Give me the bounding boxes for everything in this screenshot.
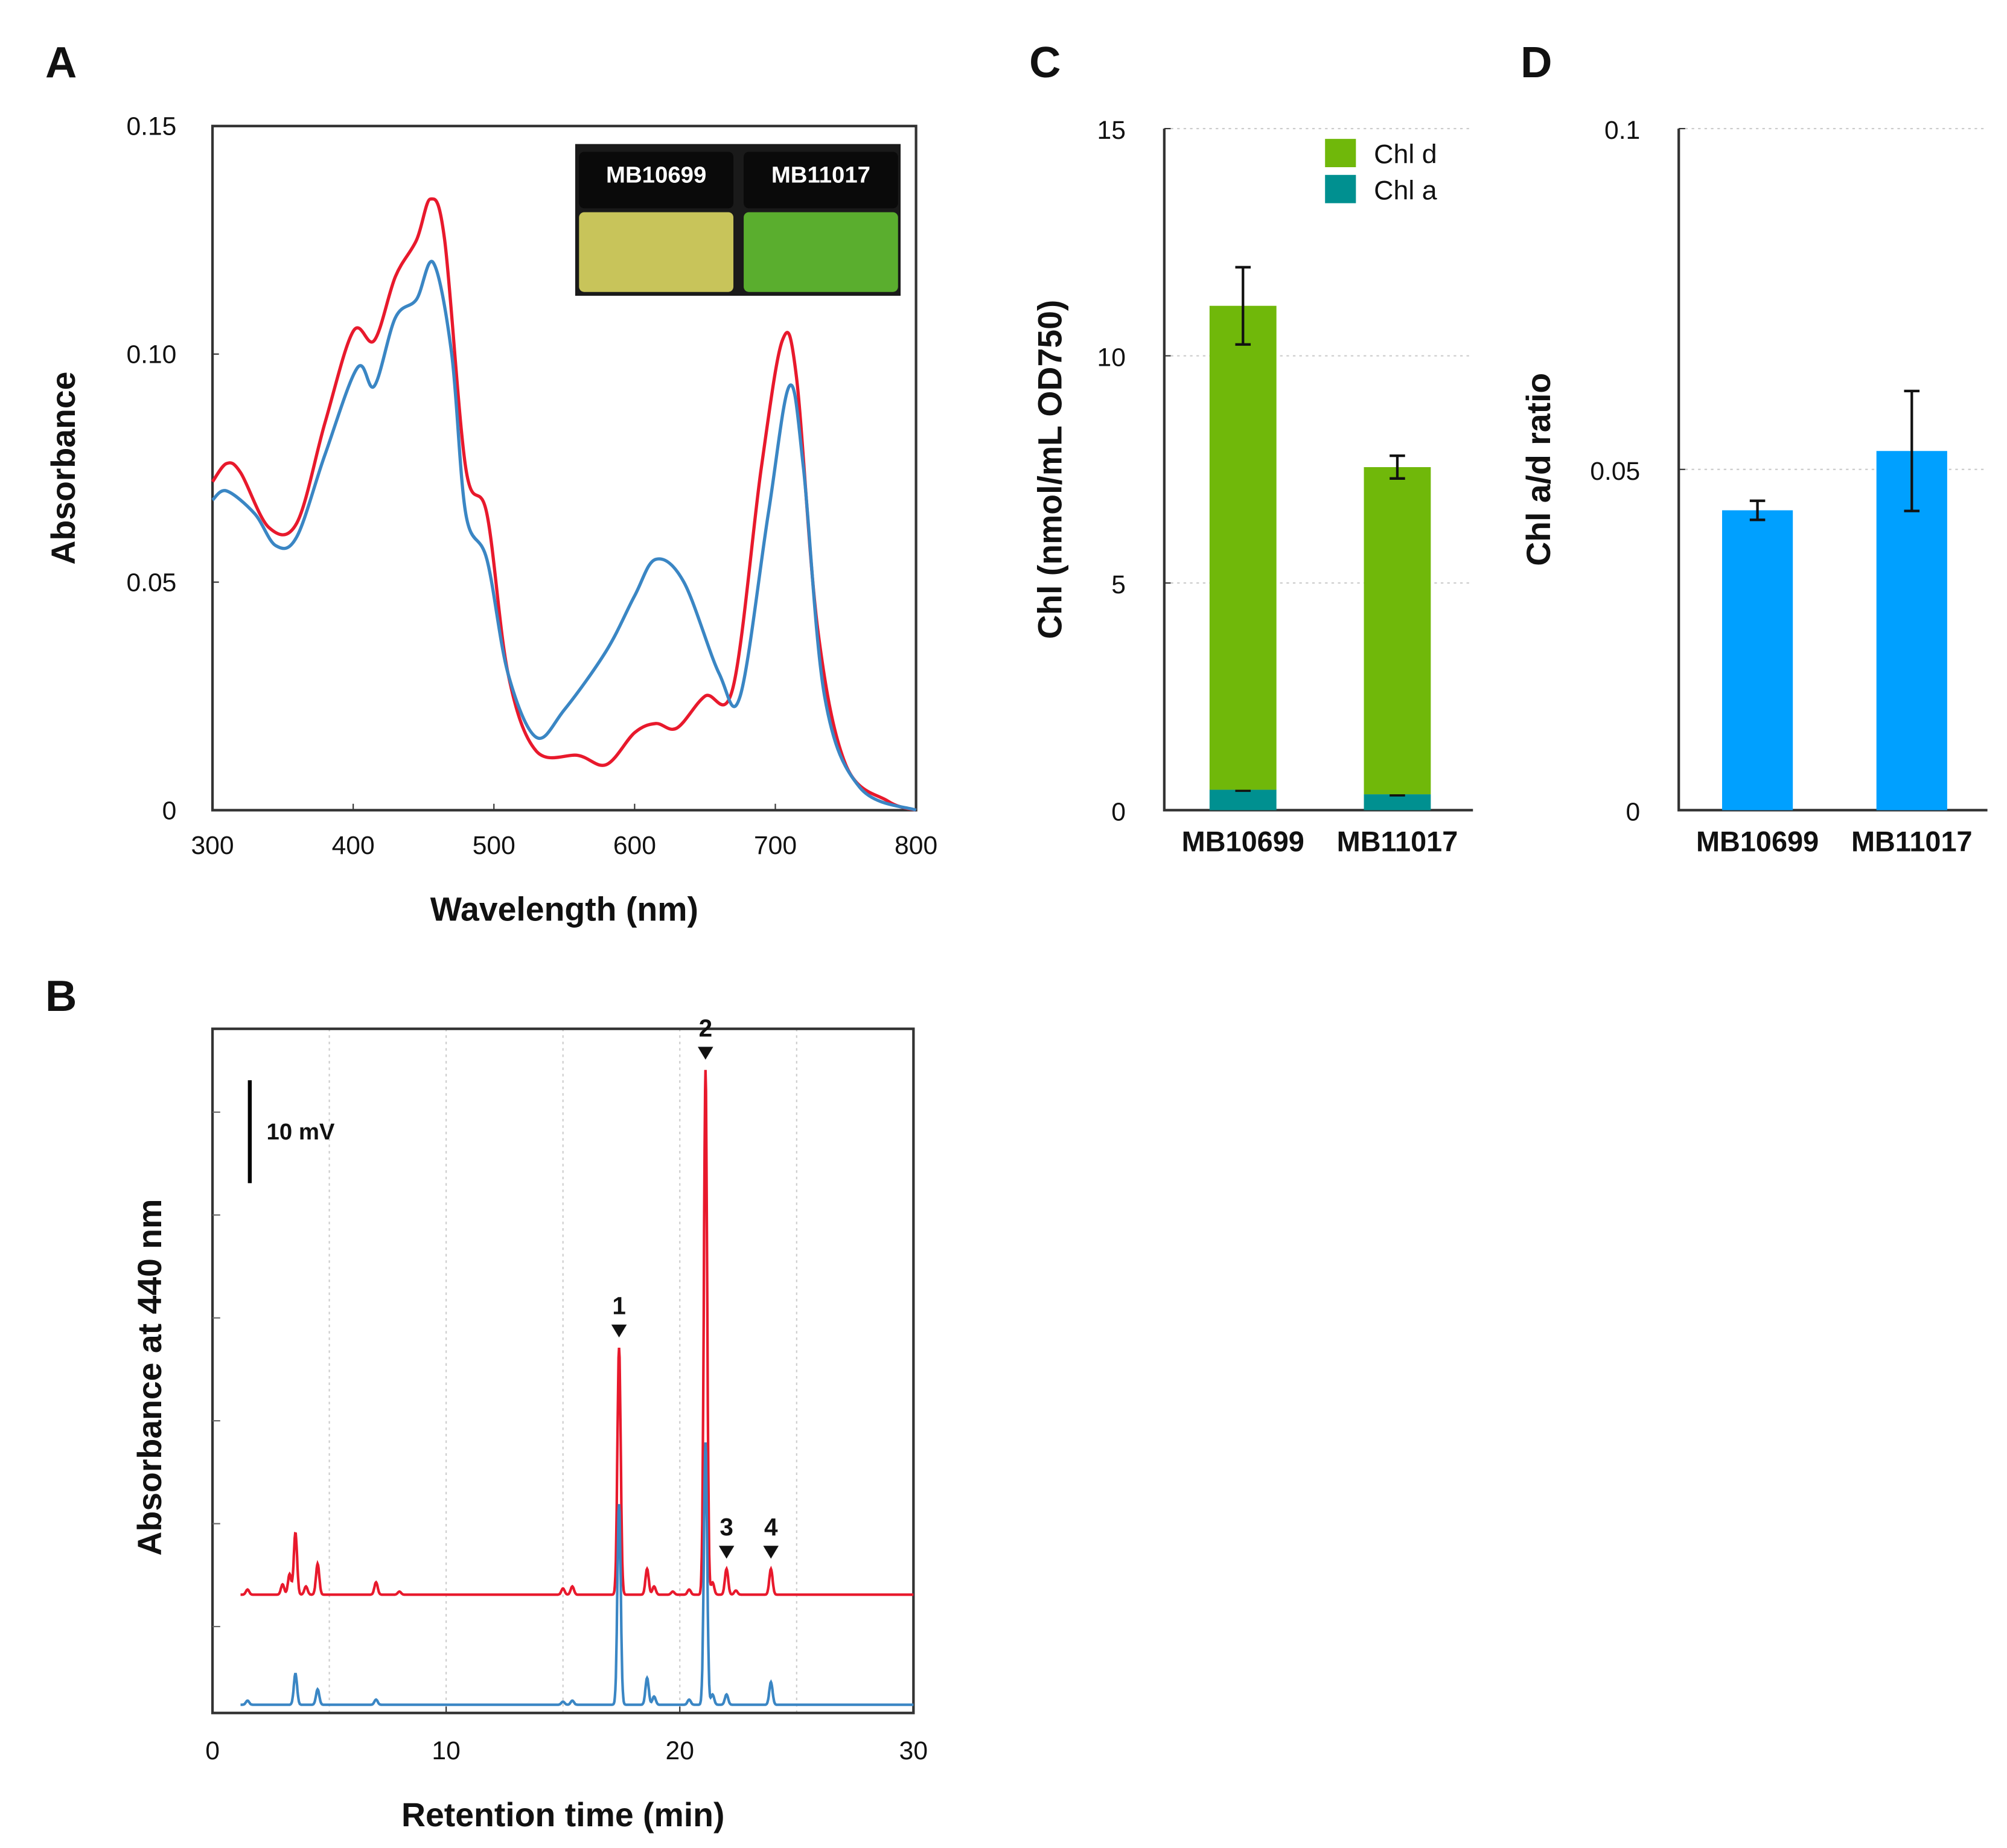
panel-a-spectra: 300 400 500 600 700 800 0 0.05 0.10 0.15 Wavelengt… [45,112,937,928]
panel-d-chl-ratio: 0 0.05 0.1 MB10699 MB11017 Chl a/d ratio [1520,116,1988,858]
plot-frame [211,1027,915,1715]
category-label: MB10699 [1182,826,1304,858]
inset-photo: MB10699 MB11017 [575,144,901,296]
panel-label-c: C [1029,38,1061,87]
x-axis-title: Retention time (min) [401,1796,724,1834]
peak-marker-icon [763,1546,779,1559]
x-axis-title: Wavelength (nm) [430,891,698,928]
y-axis-title: Chl a/d ratio [1520,373,1557,566]
spectrum-line-1 [211,260,917,812]
bar-chl-d [1209,305,1277,790]
y-tick-label: 10 [1097,343,1126,372]
y-axis-title: Absorbance [45,372,82,565]
peak-label: 2 [699,1014,713,1042]
legend-swatch [1325,139,1356,168]
peak-marker-icon [698,1047,713,1060]
y-axis-title: Absorbance at 440 nm [131,1199,168,1556]
category-label: MB11017 [1851,826,1973,858]
peak-marker-icon [611,1324,627,1338]
y-tick-label: 0.05 [1590,457,1640,486]
panel-label-a: A [45,38,77,87]
category-label: MB11017 [1337,826,1458,858]
y-tick-label: 0.1 [1604,116,1640,145]
category-label: MB10699 [1696,826,1819,858]
vial-cap [744,151,898,209]
y-tick-label: 0 [1626,797,1641,826]
vial-label: MB11017 [771,162,870,188]
legend-label: Chl d [1374,139,1437,170]
panel-b-chromatogram: 0 10 20 30 1 2 3 4 10 mV Retention time (min) Abso… [131,1014,928,1833]
legend-label: Chl a [1374,175,1437,205]
peak-label: 4 [764,1513,778,1541]
y-tick-label: 0.10 [126,340,176,369]
chromatogram-line-1 [240,1442,914,1706]
x-tick-label: 800 [895,831,937,860]
error-bar [1904,389,1920,512]
y-tick-label: 5 [1111,570,1126,599]
x-tick-label: 300 [191,831,234,860]
x-tick-label: 0 [205,1736,220,1765]
y-axis-title: Chl (nmol/mL OD750) [1031,300,1068,639]
error-bar [1390,454,1405,480]
x-tick-label: 20 [666,1736,694,1765]
y-tick-label: 0 [1111,797,1126,826]
x-tick-label: 400 [332,831,375,860]
x-tick-label: 500 [473,831,515,860]
peak-marker-icon [718,1546,735,1559]
vial-label: MB10699 [606,162,706,188]
spectrum-line-0 [211,197,917,812]
x-tick-label: 700 [754,831,797,860]
vial-cap [579,151,734,209]
plot-frame [211,124,917,812]
x-tick-label: 10 [432,1736,460,1765]
error-bar [1749,499,1766,521]
peak-label: 3 [720,1513,733,1541]
bar-chl-a [1209,789,1277,811]
y-tick-label: 0 [162,796,177,825]
bar-chl-a-d-ratio [1721,510,1793,811]
culture-vial [579,212,734,292]
bar-chl-a [1364,794,1431,811]
x-tick-label: 600 [613,831,656,860]
legend-swatch [1325,174,1356,203]
bar-chl-d [1364,467,1431,795]
panel-label-b: B [45,972,77,1021]
culture-vial [744,212,898,292]
error-bar [1235,266,1251,346]
scale-bar-label: 10 mV [267,1119,335,1145]
y-tick-label: 0.15 [126,112,176,141]
y-tick-label: 15 [1097,116,1126,145]
chromatogram-line-0 [240,1069,914,1596]
x-tick-label: 30 [899,1736,928,1765]
panel-label-d: D [1520,38,1552,87]
panel-c-chl-content: 0 5 10 15 MB10699 MB11017 Chl (nmol/mL OD750) C… [1031,116,1473,858]
peak-label: 1 [612,1292,626,1320]
y-tick-label: 0.05 [126,568,176,597]
